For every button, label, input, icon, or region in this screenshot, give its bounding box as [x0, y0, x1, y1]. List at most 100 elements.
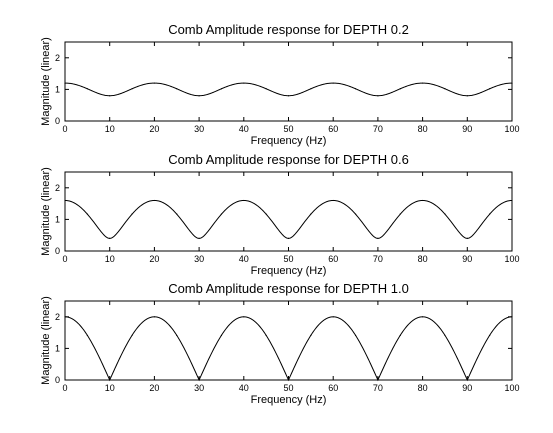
data-point: [220, 88, 223, 90]
data-point: [109, 379, 111, 381]
plot-area: [64, 41, 513, 122]
data-point: [243, 199, 245, 202]
x-tick-label: 0: [62, 254, 67, 264]
x-tick-label: 80: [418, 254, 428, 264]
y-axis-label: Magnitude (linear): [40, 296, 52, 385]
data-point: [176, 334, 178, 337]
data-point: [332, 316, 334, 318]
data-point: [399, 334, 401, 337]
data-point: [198, 237, 200, 239]
data-point: [86, 213, 88, 215]
data-point: [489, 213, 491, 215]
chart-title: Comb Amplitude response for DEPTH 1.0: [168, 281, 409, 296]
data-point: [64, 316, 66, 318]
x-tick-label: 20: [149, 383, 159, 393]
x-tick-label: 50: [283, 124, 293, 134]
y-tick-label: 2: [55, 53, 60, 63]
x-tick-label: 40: [239, 124, 249, 134]
data-point: [444, 334, 446, 337]
x-tick-label: 90: [462, 124, 472, 134]
data-point: [198, 379, 200, 381]
x-tick-label: 60: [328, 124, 338, 134]
chart-title: Comb Amplitude response for DEPTH 0.2: [168, 22, 409, 37]
data-point: [422, 199, 424, 202]
x-tick-label: 100: [504, 124, 519, 134]
data-point: [109, 237, 111, 239]
data-point: [265, 334, 267, 337]
data-point: [489, 334, 491, 337]
y-tick-label: 0: [55, 375, 60, 385]
x-tick-label: 100: [504, 254, 519, 264]
x-tick-label: 20: [149, 254, 159, 264]
data-point: [466, 379, 468, 381]
data-point: [220, 213, 223, 215]
data-point: [287, 95, 290, 97]
data-point: [287, 379, 290, 381]
data-point: [153, 82, 155, 84]
data-point: [377, 379, 379, 381]
data-point: [220, 334, 223, 337]
data-point: [176, 213, 178, 215]
x-tick-label: 10: [105, 254, 115, 264]
chart-title: Comb Amplitude response for DEPTH 0.6: [168, 152, 409, 167]
plot-area: [64, 300, 513, 381]
y-tick-label: 0: [55, 116, 60, 126]
data-point: [310, 334, 312, 337]
data-point: [444, 88, 446, 90]
data-point: [511, 316, 513, 318]
x-tick-label: 30: [194, 254, 204, 264]
x-tick-label: 80: [418, 383, 428, 393]
y-tick-label: 0: [55, 246, 60, 256]
x-tick-label: 70: [373, 383, 383, 393]
data-point: [243, 82, 245, 84]
x-tick-label: 90: [462, 383, 472, 393]
x-tick-label: 70: [373, 124, 383, 134]
x-tick-label: 20: [149, 124, 159, 134]
data-point: [265, 213, 267, 215]
x-tick-label: 70: [373, 254, 383, 264]
x-axis-label: Frequency (Hz): [251, 394, 327, 406]
plot-panel-1: 0 10 20 30 40 50 60 70 80 90 100 0 1 2 Comb Amplitude …: [40, 22, 520, 147]
x-tick-label: 60: [328, 383, 338, 393]
data-point: [377, 237, 379, 239]
x-axis-label: Frequency (Hz): [251, 265, 327, 277]
data-point: [131, 88, 133, 90]
x-tick-label: 60: [328, 254, 338, 264]
data-point: [511, 199, 513, 202]
y-tick-label: 1: [55, 214, 60, 224]
data-point: [332, 199, 334, 202]
x-tick-label: 40: [239, 254, 249, 264]
data-point: [64, 199, 66, 202]
data-point: [422, 316, 424, 318]
data-point: [399, 88, 401, 90]
data-point: [265, 88, 267, 90]
x-axis-label: Frequency (Hz): [251, 135, 327, 147]
data-point: [466, 95, 468, 97]
data-point: [444, 213, 446, 215]
y-axis-label: Magnitude (linear): [40, 167, 52, 256]
data-point: [310, 88, 312, 90]
data-point: [243, 316, 245, 318]
x-tick-label: 0: [62, 383, 67, 393]
x-tick-label: 80: [418, 124, 428, 134]
y-tick-label: 2: [55, 312, 60, 322]
x-tick-label: 50: [283, 383, 293, 393]
data-point: [422, 82, 424, 84]
x-tick-label: 100: [504, 383, 519, 393]
data-point: [86, 334, 88, 337]
x-tick-label: 30: [194, 124, 204, 134]
plot-area: [64, 171, 513, 252]
data-point: [489, 88, 491, 90]
x-tick-label: 30: [194, 383, 204, 393]
x-tick-label: 40: [239, 383, 249, 393]
y-tick-label: 1: [55, 343, 60, 353]
y-tick-label: 1: [55, 84, 60, 94]
plot-panel-2: 0 10 20 30 40 50 60 70 80 90 100 0 1 2 Comb Amplitude …: [40, 152, 520, 277]
data-point: [332, 82, 334, 84]
data-point: [354, 88, 357, 90]
data-point: [176, 88, 178, 90]
data-point: [399, 213, 401, 215]
data-point: [466, 237, 468, 239]
data-point: [287, 237, 290, 239]
